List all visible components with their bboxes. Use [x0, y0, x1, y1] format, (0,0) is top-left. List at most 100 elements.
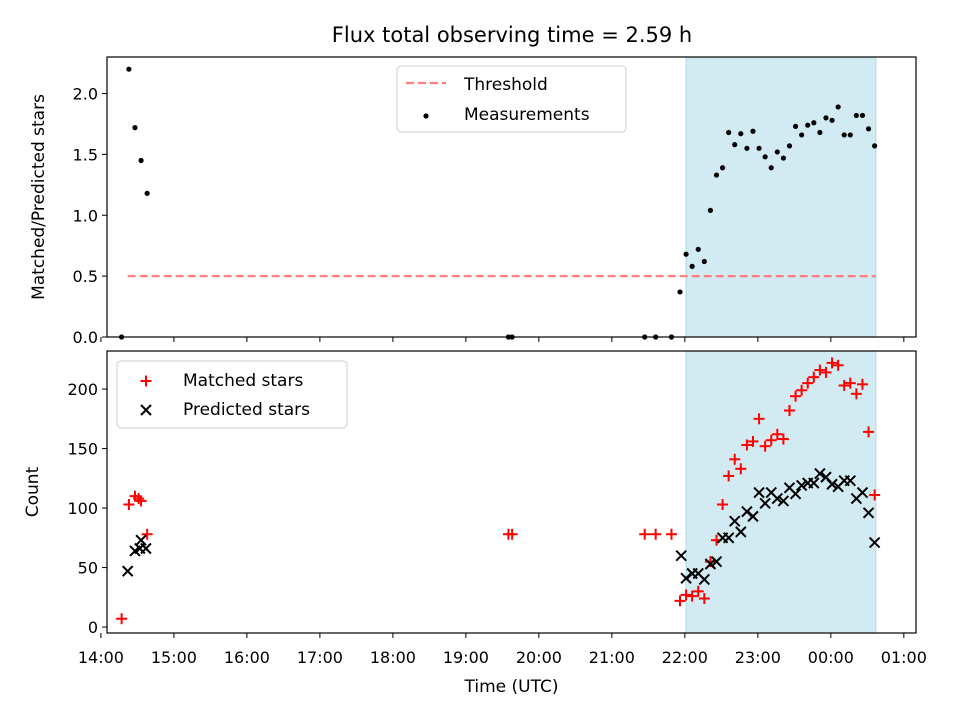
legend-box: [116, 360, 348, 429]
measurement-point: [677, 289, 683, 295]
legend-matched-label: Matched stars: [183, 371, 303, 391]
x-tick-label: 21:00: [589, 648, 635, 667]
measurement-point: [847, 132, 853, 138]
x-tick-label: 01:00: [881, 648, 927, 667]
matched-star-point: [832, 359, 844, 371]
matched-star-point: [639, 528, 651, 540]
x-stroke-b: [135, 534, 147, 546]
x-stroke-b: [820, 471, 832, 483]
matched-star-point: [765, 434, 777, 446]
measurement-point: [132, 125, 138, 131]
matched-star-point: [850, 388, 862, 400]
matched-star-point: [783, 404, 795, 416]
x-stroke-b: [675, 549, 687, 562]
predicted-star-point: [140, 542, 152, 555]
legend-box: [396, 65, 627, 133]
measurement-point: [774, 149, 780, 155]
matched-star-point: [814, 364, 826, 376]
predicted-star-point: [735, 526, 747, 538]
x-stroke-b: [692, 567, 704, 580]
predicted-star-point: [121, 565, 134, 577]
y-axis-label: Count: [23, 466, 43, 517]
x-stroke-b: [710, 555, 723, 568]
x-stroke-b: [735, 526, 747, 538]
y-tick-label: 0.5: [73, 267, 98, 286]
legend-bottom: Matched stars Predicted stars: [116, 360, 348, 429]
predicted-star-point: [795, 479, 808, 492]
matched-star-point: [735, 463, 747, 475]
measurement-point: [859, 112, 866, 119]
predicted-star-point: [771, 492, 784, 505]
y-tick-label: 50: [78, 559, 98, 578]
observing-span: [685, 350, 877, 634]
measurement-point: [872, 143, 878, 149]
matched-star-point: [838, 380, 850, 392]
measurement-point: [756, 145, 762, 151]
x-tick-label: 22:00: [662, 648, 708, 667]
figure-title: Flux total observing time = 2.59 h: [332, 23, 692, 47]
y-tick-label: 2.0: [73, 85, 98, 104]
matched-star-point: [723, 470, 735, 482]
matched-star-point: [116, 613, 128, 625]
predicted-star-point: [868, 536, 881, 549]
matched-star-point: [869, 489, 881, 501]
predicted-star-point: [135, 534, 147, 546]
x-tick-label: 16:00: [224, 648, 270, 667]
matched-star-point: [820, 366, 832, 378]
x-tick-label: 17:00: [297, 648, 343, 667]
x-stroke-b: [862, 507, 875, 519]
x-stroke-b: [808, 477, 820, 489]
predicted-star-point: [698, 573, 711, 586]
matched-star-point: [506, 528, 518, 540]
matched-star-point: [808, 371, 820, 383]
x-stroke-b: [704, 558, 717, 570]
predicted-star-point: [808, 477, 820, 489]
predicted-star-point: [862, 507, 875, 519]
measurement-point: [683, 251, 689, 257]
measurement-point: [744, 145, 750, 151]
legend-predicted-swatch-b: [140, 404, 152, 416]
measurement-point: [835, 104, 841, 110]
matched-star-point: [650, 528, 662, 540]
predicted-star-point: [729, 515, 741, 527]
axes-frame: [106, 350, 917, 634]
measurement-point: [707, 207, 714, 213]
y-tick-label: 200: [67, 380, 98, 399]
y-tick-label: 0: [88, 618, 98, 637]
measurement-point: [762, 154, 768, 160]
matched-star-point: [777, 433, 789, 445]
y-axis-label: Matched/Predicted stars: [29, 94, 49, 300]
matched-star-point: [747, 435, 759, 447]
matched-star-point: [692, 585, 704, 597]
measurement-point: [719, 165, 726, 171]
bottom-panel: 14:00 15:00 16:00 17:00 18:00 19:00 20:00 21:00…: [23, 350, 927, 697]
x-stroke-b: [783, 482, 796, 494]
x-stroke-b: [747, 510, 759, 523]
measurement-point: [817, 129, 823, 136]
measurement-point: [144, 190, 150, 196]
x-stroke-b: [698, 573, 711, 586]
predicted-star-point: [704, 558, 717, 570]
predicted-star-point: [826, 478, 838, 490]
x-stroke-b: [795, 479, 808, 492]
measurement-point: [853, 112, 859, 119]
legend-measurement-label: Measurements: [464, 105, 590, 125]
x-stroke-b: [741, 505, 753, 518]
measurement-point: [799, 132, 805, 138]
x-axis-label: Time (UTC): [464, 677, 559, 697]
predicted-star-point: [777, 495, 790, 507]
x-stroke-b: [771, 492, 784, 505]
measurement-point: [805, 122, 811, 128]
measurement-point: [841, 132, 847, 138]
x-stroke-b: [826, 478, 838, 490]
measurement-point: [695, 246, 701, 252]
matched-star-point: [826, 357, 838, 369]
x-stroke-b: [814, 467, 826, 480]
legend-threshold-label: Threshold: [463, 75, 548, 95]
predicted-star-point: [844, 474, 857, 487]
matched-star-point: [674, 595, 686, 607]
measurement-point: [823, 115, 829, 121]
measurement-point: [768, 165, 774, 171]
measurement-point: [732, 142, 738, 148]
